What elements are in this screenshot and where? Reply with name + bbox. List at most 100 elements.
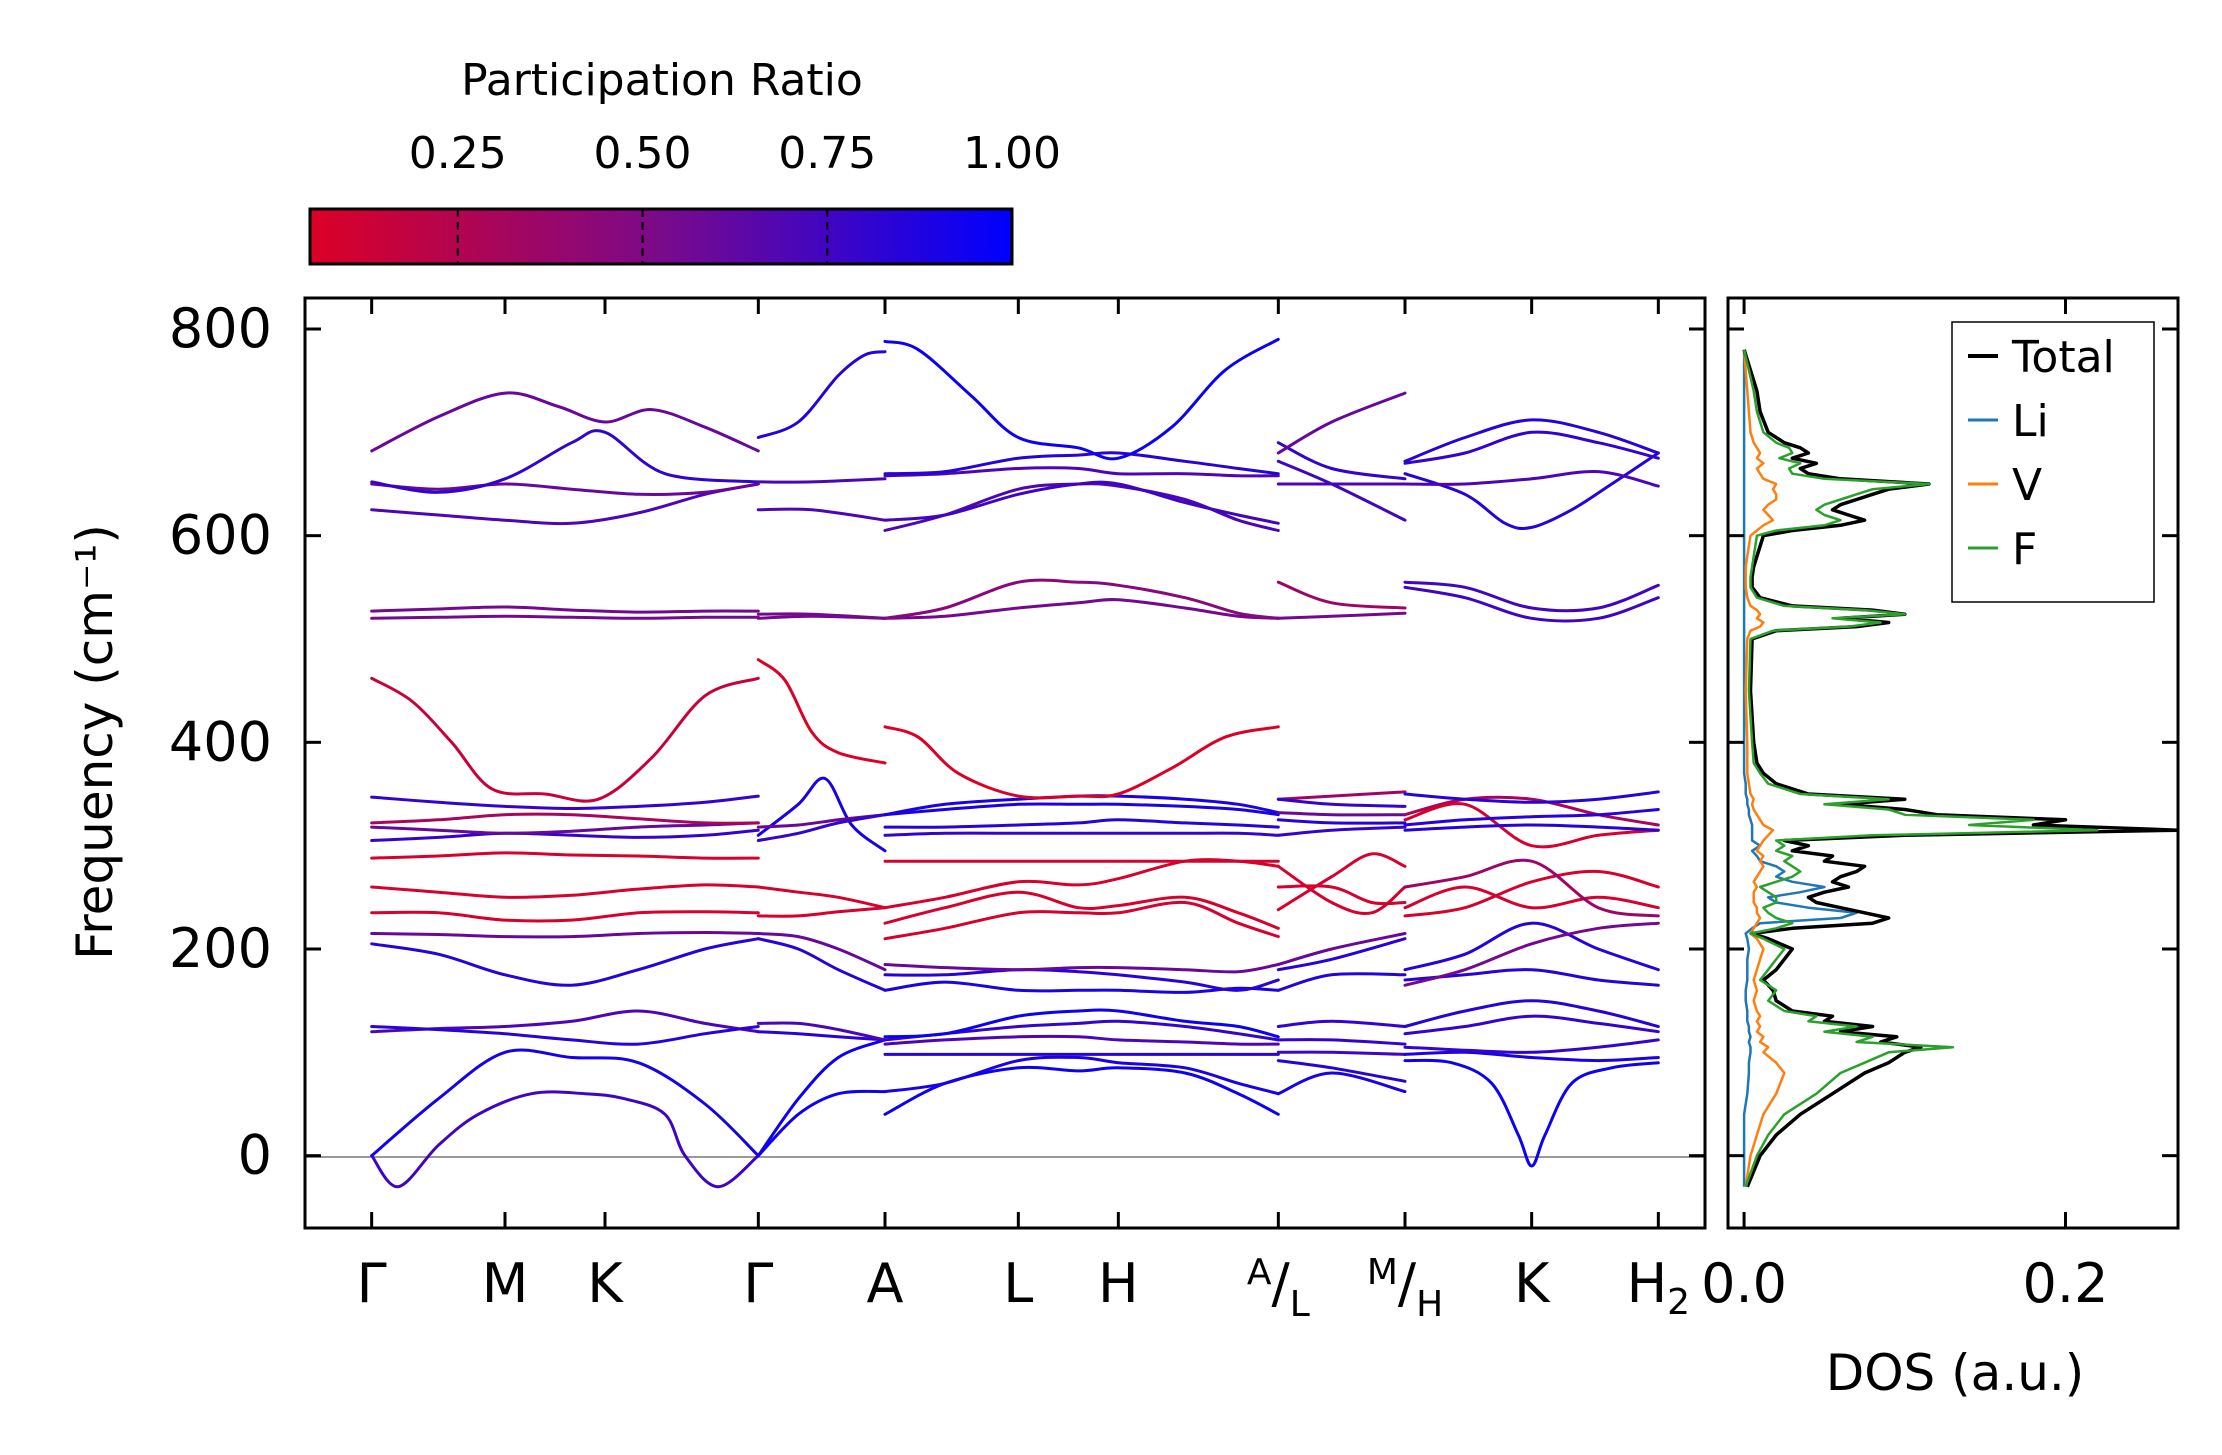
band-line xyxy=(1276,884,1407,906)
band-line xyxy=(1276,611,1407,620)
band-line xyxy=(1403,418,1660,463)
band-line xyxy=(1276,459,1407,522)
band-line xyxy=(756,932,887,972)
legend-label-li: Li xyxy=(2012,396,2049,447)
band-line xyxy=(883,980,1280,994)
legend-items: Total Li VF xyxy=(1968,332,2115,575)
band-line xyxy=(883,1065,1280,1116)
band-line xyxy=(1403,1050,1660,1063)
band-line xyxy=(756,1038,887,1158)
band-line xyxy=(370,910,760,923)
legend-label-v: V xyxy=(2012,460,2042,511)
band-line xyxy=(756,906,887,918)
band-line xyxy=(883,802,1280,817)
band-line xyxy=(883,466,1280,478)
band-line xyxy=(756,937,887,992)
y-tick-label: 600 xyxy=(169,504,272,567)
band-line xyxy=(756,776,887,853)
colorbar: Participation Ratio 0.25 0.50 0.75 1.00 xyxy=(308,55,1061,266)
band-line xyxy=(370,429,760,494)
band-line xyxy=(1276,441,1407,481)
band-line xyxy=(756,1030,887,1042)
band-line xyxy=(883,963,1280,974)
band-line xyxy=(1276,1071,1407,1096)
band-line xyxy=(883,337,1280,461)
band-frame xyxy=(303,296,1707,1230)
band-line xyxy=(1276,818,1407,825)
band-line xyxy=(1276,391,1407,455)
y-tick-label: 0 xyxy=(238,1124,272,1187)
band-line xyxy=(1403,1058,1660,1168)
band-line xyxy=(756,658,887,765)
band-line xyxy=(1403,999,1660,1028)
x-tick-label: L xyxy=(1003,1252,1033,1315)
x-tick-label: K xyxy=(1514,1252,1551,1315)
band-line xyxy=(883,578,1280,620)
band-line xyxy=(370,883,760,899)
band-y-ticks: 0 200 400 600 800 xyxy=(169,297,1705,1187)
dos-line-f xyxy=(1742,349,2099,1188)
band-line xyxy=(1276,580,1407,610)
band-line xyxy=(1403,1014,1660,1036)
band-line xyxy=(1276,1038,1407,1046)
band-line xyxy=(883,968,1280,992)
dos-ticks: 0.0 0.2 xyxy=(1701,298,2178,1315)
legend-label-total: Total xyxy=(2011,332,2115,383)
band-line xyxy=(370,812,760,825)
band-line xyxy=(370,930,760,939)
dos-panel: 0.0 0.2 DOS (a.u.) Total Li VF xyxy=(1701,296,2180,1402)
band-line xyxy=(756,1021,887,1042)
band-line xyxy=(370,1048,760,1158)
band-line xyxy=(1276,864,1407,915)
band-line xyxy=(1276,825,1407,837)
band-line xyxy=(370,851,760,860)
colorbar-title: Participation Ratio xyxy=(461,55,863,106)
band-line xyxy=(370,391,760,453)
band-line xyxy=(883,1034,1280,1046)
band-line xyxy=(883,480,1280,525)
band-line xyxy=(883,900,1280,941)
band-line xyxy=(370,605,760,614)
legend: Total Li VF xyxy=(1951,321,2155,603)
band-line xyxy=(370,482,760,496)
y-tick-label: 200 xyxy=(169,917,272,980)
x-tick-label: Γ xyxy=(357,1252,387,1315)
legend-frame xyxy=(1951,321,2155,603)
band-line xyxy=(883,598,1280,620)
band-line xyxy=(1276,1019,1407,1028)
band-line xyxy=(756,1089,887,1158)
x-tick-label: K xyxy=(587,1252,624,1315)
band-line xyxy=(883,858,1280,910)
band-line xyxy=(756,350,887,439)
colorbar-ticks: 0.25 0.50 0.75 1.00 xyxy=(409,128,1061,264)
band-line xyxy=(1276,852,1407,912)
band-line xyxy=(1403,790,1660,804)
band-line xyxy=(370,482,760,526)
band-line xyxy=(1276,1059,1407,1083)
y-tick-label: 400 xyxy=(169,710,272,773)
band-line xyxy=(1403,823,1660,832)
band-line xyxy=(883,1008,1280,1039)
legend-label-f: F xyxy=(2012,524,2037,575)
band-line xyxy=(883,451,1280,476)
band-line xyxy=(1403,469,1660,488)
band-line xyxy=(370,1090,760,1189)
band-line xyxy=(756,507,887,522)
x-tick-label: H xyxy=(1098,1252,1139,1315)
band-x-ticks: Γ M K Γ A L H A/LM/H K H2 xyxy=(357,298,1690,1325)
band-line xyxy=(370,1025,760,1046)
band-line xyxy=(1276,1050,1407,1056)
band-line xyxy=(883,831,1280,837)
band-line xyxy=(1403,808,1660,827)
colorbar-tick-label: 1.00 xyxy=(963,128,1061,179)
x-tick-label: M/H xyxy=(1367,1252,1443,1325)
band-line xyxy=(1276,972,1407,992)
band-line xyxy=(1403,858,1660,918)
x-tick-label: A xyxy=(867,1252,904,1315)
x-tick-label: H2 xyxy=(1627,1252,1691,1323)
band-line xyxy=(370,614,760,620)
colorbar-tick-label: 0.75 xyxy=(778,128,876,179)
band-line xyxy=(370,794,760,811)
band-line xyxy=(1403,869,1660,918)
